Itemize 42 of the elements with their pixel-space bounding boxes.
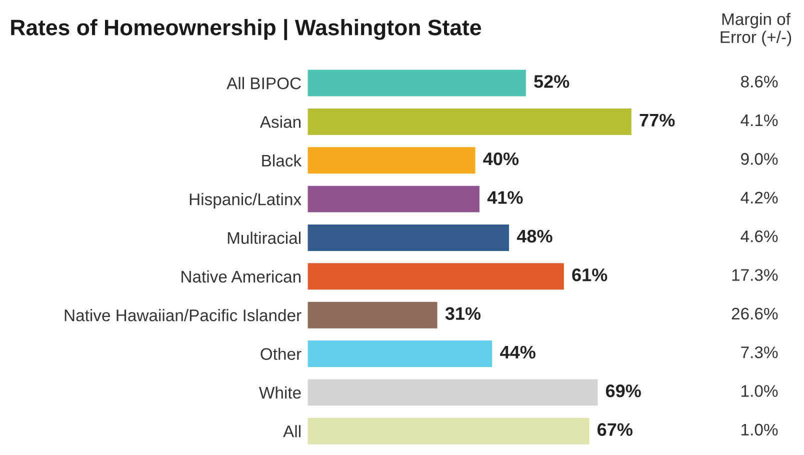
- data-label: 48%: [516, 230, 552, 243]
- data-label: 41%: [487, 191, 523, 204]
- y-tick-label: All: [283, 425, 300, 438]
- y-tick-label: White: [259, 386, 301, 399]
- chart-title: Rates of Homeownership | Washington State: [11, 19, 481, 40]
- bar: [307, 339, 494, 368]
- bar: [307, 107, 633, 136]
- y-tick-label: Black: [262, 154, 302, 167]
- bar: [307, 68, 528, 98]
- text: 4.6%: [740, 230, 778, 242]
- text: 17.3%: [732, 269, 778, 281]
- data-label: 31%: [445, 307, 481, 320]
- data-label: 61%: [572, 268, 608, 282]
- text: 1.0%: [742, 424, 778, 436]
- data-label: 52%: [534, 75, 570, 88]
- bar: [307, 146, 477, 176]
- text: 8.6%: [741, 76, 778, 88]
- data-label: 44%: [500, 346, 536, 359]
- bar: [307, 378, 600, 408]
- bar: [307, 416, 591, 446]
- bar: [307, 223, 510, 252]
- text: 4.2%: [740, 192, 778, 204]
- y-tick-label: All BIPOC: [226, 77, 301, 90]
- y-tick-label: Other: [260, 348, 302, 360]
- text: 9.0%: [741, 153, 778, 165]
- text: 1.0%: [742, 385, 778, 397]
- data-label: 69%: [606, 384, 641, 398]
- y-tick-label: Multiracial: [228, 232, 300, 244]
- y-tick-label: Native American: [182, 270, 300, 283]
- text: Margin of Error (+/-): [720, 12, 792, 46]
- text: 4.1%: [740, 114, 778, 126]
- text: 7.3%: [741, 346, 778, 358]
- bar: [307, 300, 439, 330]
- y-tick-label: Native Hawaiian/Pacific Islander: [64, 309, 302, 322]
- data-label: 77%: [640, 114, 675, 127]
- bar: [307, 262, 566, 292]
- data-label: 67%: [598, 423, 633, 436]
- data-label: 40%: [483, 152, 519, 166]
- y-tick-label: Hispanic/Latinx: [190, 193, 302, 209]
- text: 26.6%: [732, 308, 778, 320]
- bar: [307, 184, 481, 214]
- y-tick-label: Asian: [260, 116, 300, 128]
